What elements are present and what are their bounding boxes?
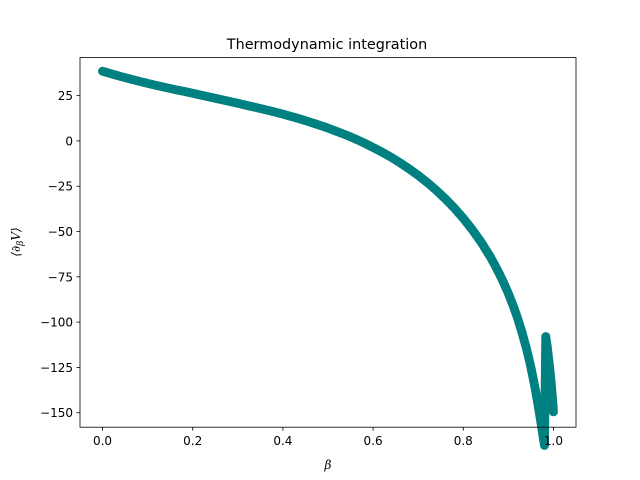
chart-title: Thermodynamic integration [226,37,427,53]
x-tick-label: 0.8 [454,434,473,448]
y-tick-label: −100 [40,316,73,330]
y-tick-label: 25 [58,89,73,103]
y-tick-label: −25 [48,180,73,194]
y-axis-label-close: ⟩ [9,227,23,233]
y-tick-label: −75 [48,270,73,284]
x-tick-label: 0.0 [93,434,112,448]
y-tick-label: −150 [40,406,73,420]
y-axis: 25 0 −25 −50 −75 −100 −125 −150 [40,89,80,420]
scatter-markers [98,66,558,450]
x-axis: 0.0 0.2 0.4 0.6 0.8 1.0 [93,427,563,448]
x-axis-label: β [324,458,332,472]
y-axis-label-variable: V [9,231,23,241]
x-tick-label: 1.0 [544,434,563,448]
y-axis-label: ⟨∂βV⟩ [9,227,26,256]
x-tick-label: 0.6 [364,434,383,448]
y-axis-label-subscript: β [16,241,26,247]
y-tick-label: −50 [48,225,73,239]
x-tick-label: 0.2 [183,434,202,448]
plot-frame [79,57,577,428]
y-tick-label: −125 [40,361,73,375]
data-point [548,407,558,417]
y-axis-label-open: ⟨ [9,252,23,257]
y-tick-label: 0 [65,134,73,148]
x-tick-label: 0.4 [273,434,292,448]
y-axis-label-partial: ∂ [9,246,23,252]
